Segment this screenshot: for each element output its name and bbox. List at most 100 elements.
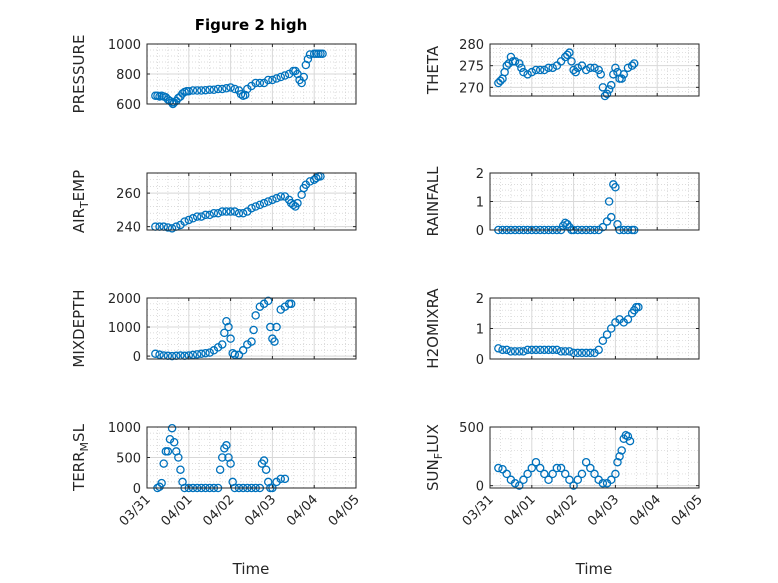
data-point <box>617 74 626 83</box>
y-axis-label-suffix: EMP <box>70 170 88 201</box>
data-point <box>527 463 537 473</box>
data-point <box>184 215 194 225</box>
data-point <box>159 459 168 468</box>
data-point <box>192 350 202 359</box>
data-point <box>531 345 541 355</box>
data-point <box>565 347 574 356</box>
data-point <box>613 220 622 229</box>
data-point <box>259 456 269 465</box>
data-point <box>569 65 578 75</box>
data-point <box>552 345 562 355</box>
data-point <box>217 207 227 216</box>
data-point <box>263 75 273 85</box>
data-point <box>174 93 183 103</box>
data-point <box>230 350 240 359</box>
data-point <box>222 316 231 326</box>
data-point <box>286 299 296 309</box>
data-point <box>613 457 622 467</box>
data-point <box>176 465 185 474</box>
subplot-6: 0 1 2 H2OMIXRA <box>424 288 700 369</box>
data-point <box>305 50 315 59</box>
subplot-1: 600 800 1000 PRESSURE <box>70 35 357 114</box>
y-axis-label-main: THETA <box>424 45 442 95</box>
data-point <box>552 463 562 473</box>
data-point <box>230 84 240 94</box>
data-point <box>197 212 206 221</box>
data-point <box>247 337 256 346</box>
data-point <box>220 328 229 338</box>
y-axis-label-main: MIXDEPTH <box>70 289 88 367</box>
y-axis-label-subscript: M <box>78 442 91 452</box>
data-point <box>548 63 557 73</box>
data-point <box>560 347 570 356</box>
data-point <box>238 208 248 218</box>
data-point <box>602 330 612 339</box>
y-tick-label: 2 <box>476 167 484 182</box>
data-point <box>510 347 520 356</box>
y-axis-label-main: RAINFALL <box>424 166 442 237</box>
data-point <box>535 463 545 473</box>
y-tick-label: 0 <box>133 482 141 497</box>
y-axis-label: AIRTEMP <box>70 170 91 233</box>
data-point <box>571 67 580 77</box>
data-point <box>556 347 566 356</box>
y-tick-label: 1000 <box>108 421 141 436</box>
y-tick-label: 0 <box>476 224 484 239</box>
data-point <box>519 67 528 77</box>
data-point <box>157 478 166 488</box>
data-point <box>251 78 260 88</box>
data-point <box>506 347 516 356</box>
x-axis-label-left: Time <box>232 560 270 578</box>
data-point <box>213 84 223 94</box>
data-point <box>544 475 553 485</box>
data-point <box>251 202 260 211</box>
data-point <box>602 89 612 99</box>
y-tick-label: 2 <box>476 292 484 307</box>
data-point <box>174 453 183 462</box>
data-point <box>606 324 616 333</box>
y-axis-label-main: PRESSURE <box>70 35 88 114</box>
data-point <box>169 437 179 447</box>
data-point <box>527 345 537 355</box>
data-point <box>234 208 244 218</box>
data-point <box>247 203 256 213</box>
data-point <box>625 436 635 446</box>
axes-box <box>489 426 700 489</box>
data-point <box>598 479 608 488</box>
data-point <box>201 210 210 220</box>
data-point <box>305 177 315 186</box>
data-point <box>523 345 532 355</box>
data-point <box>581 457 591 467</box>
data-point <box>590 469 599 479</box>
data-point <box>598 336 608 345</box>
y-tick-label: 500 <box>116 452 141 467</box>
data-point <box>590 63 599 73</box>
data-point <box>577 348 587 358</box>
subplot-3: 240 260 AIRTEMP <box>70 170 357 236</box>
data-point <box>280 474 290 484</box>
data-point <box>224 322 233 332</box>
data-point <box>598 222 608 232</box>
data-point <box>531 65 541 75</box>
data-point <box>299 72 308 82</box>
data-point <box>272 322 281 332</box>
data-point <box>606 80 616 90</box>
data-point <box>261 465 271 474</box>
y-tick-label: 800 <box>116 68 141 83</box>
data-point <box>238 346 248 355</box>
y-tick-label: 0 <box>133 350 141 365</box>
data-point <box>276 192 286 201</box>
data-point <box>205 348 214 357</box>
data-point <box>586 463 595 473</box>
data-point <box>268 75 277 85</box>
data-point <box>523 469 532 479</box>
subplot-2: 270 275 280 THETA <box>424 38 700 101</box>
data-point <box>180 217 189 226</box>
data-point <box>167 423 177 433</box>
y-axis-label-suffix: LUX <box>424 424 442 453</box>
data-point <box>581 348 591 358</box>
data-point <box>255 200 265 210</box>
data-point <box>217 84 227 94</box>
y-axis-label: SUNFLUX <box>424 424 445 491</box>
